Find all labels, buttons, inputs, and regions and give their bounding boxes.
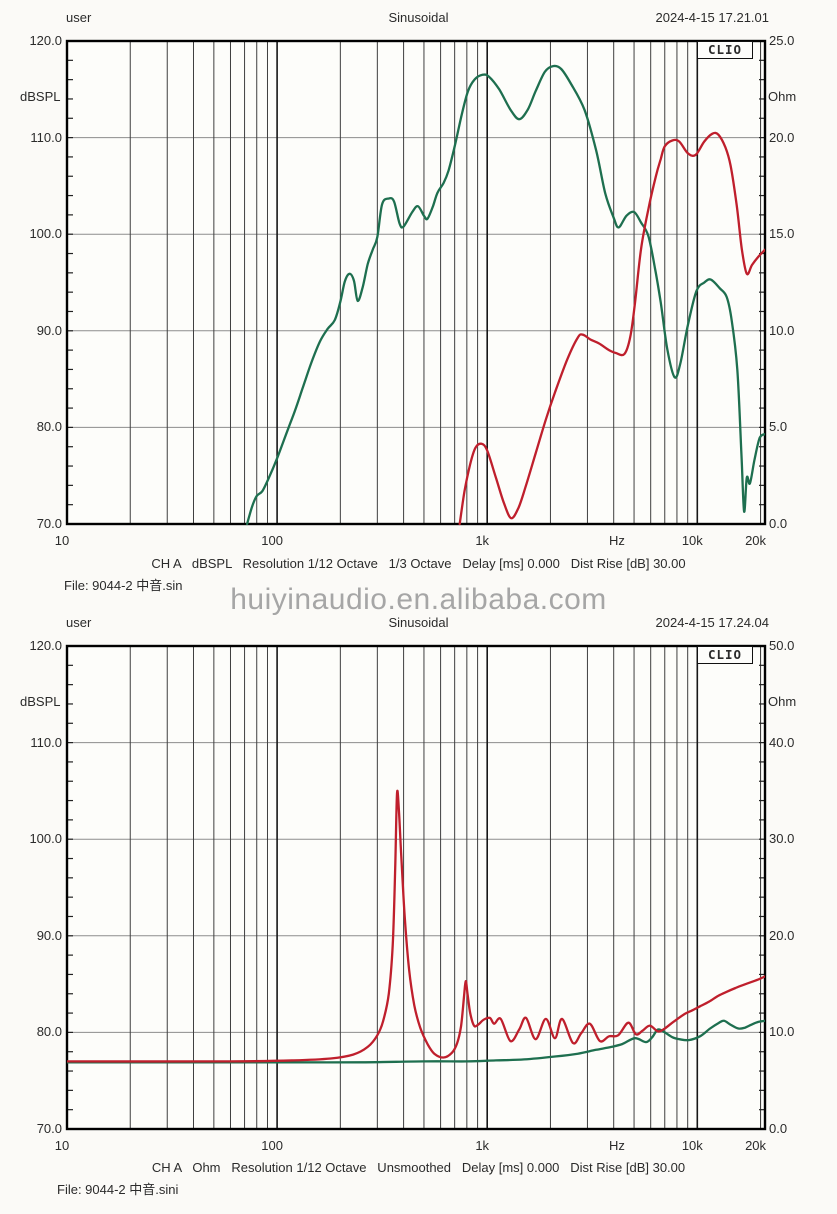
x-axis-tick-label: 20k — [745, 1138, 767, 1153]
right-axis-tick-label: 30.0 — [769, 831, 795, 847]
x-axis-tick-label: 10k — [681, 533, 703, 548]
x-axis-unit-label: Hz — [609, 1138, 625, 1153]
chart2-datetime: 2024-4-15 17.24.04 — [655, 615, 769, 630]
left-axis-tick-label: 70.0 — [36, 516, 62, 531]
left-axis-tick-label: 80.0 — [36, 419, 62, 435]
left-axis-tick-label: 100.0 — [29, 831, 62, 847]
right-axis-tick-label: 40.0 — [769, 734, 795, 750]
right-axis-tick-label: 15.0 — [769, 226, 795, 242]
x-axis-tick-label: 100 — [261, 1138, 283, 1153]
left-axis-tick-label: 100.0 — [29, 226, 62, 242]
x-axis-tick-label: 20k — [745, 533, 767, 548]
chart1-settings-line: CH A dBSPL Resolution 1/12 Octave 1/3 Oc… — [151, 556, 686, 571]
right-axis-tick-label: 0.0 — [769, 516, 788, 531]
chart1-clio-logo: CLIO — [697, 41, 753, 59]
plot-area — [67, 41, 765, 524]
chart2-signal-title: Sinusoidal — [388, 615, 449, 630]
x-axis-tick-label: 10k — [681, 1138, 703, 1153]
chart1-right-axis-unit: Ohm — [768, 89, 797, 104]
right-axis-tick-label: 20.0 — [769, 129, 795, 145]
alibaba-watermark: huiyinaudio.en.alibaba.com — [230, 583, 607, 616]
chart1-user-label: user — [66, 10, 92, 25]
chart2-settings-line: CH A Ohm Resolution 1/12 Octave Unsmooth… — [151, 1160, 686, 1175]
left-axis-tick-label: 110.0 — [30, 734, 62, 750]
chart2-right-axis-unit: Ohm — [768, 694, 797, 709]
plot-area — [67, 646, 765, 1129]
chart1-file-label: File: 9044-2 中音.sin — [64, 578, 183, 593]
chart1-left-axis-unit: dBSPL — [20, 89, 61, 104]
left-axis-tick-label: 80.0 — [36, 1024, 62, 1040]
series-curve-spl-flat — [67, 1019, 765, 1064]
left-axis-tick-label: 120.0 — [29, 33, 62, 48]
right-axis-tick-label: 5.0 — [769, 419, 788, 435]
right-axis-tick-label: 0.0 — [769, 1121, 788, 1136]
x-axis-tick-label: 10 — [54, 1138, 70, 1153]
chart2-clio-logo: CLIO — [697, 646, 753, 664]
x-axis-tick-label: 10 — [54, 533, 70, 548]
left-axis-tick-label: 110.0 — [30, 129, 62, 145]
right-axis-tick-label: 10.0 — [769, 1024, 795, 1040]
chart1-signal-title: Sinusoidal — [388, 10, 449, 25]
chart2-left-axis-unit: dBSPL — [20, 694, 61, 709]
x-axis-unit-label: Hz — [609, 533, 625, 548]
right-axis-tick-label: 25.0 — [769, 33, 795, 48]
x-axis-tick-label: 100 — [261, 533, 283, 548]
left-axis-tick-label: 120.0 — [29, 638, 62, 653]
x-axis-tick-label: 1k — [475, 1138, 490, 1153]
left-axis-tick-label: 90.0 — [36, 927, 62, 943]
left-axis-tick-label: 90.0 — [36, 322, 62, 338]
plot-border — [65, 644, 767, 1131]
chart1-datetime: 2024-4-15 17.21.01 — [655, 10, 769, 25]
series-curve-distortion-rise — [458, 131, 765, 526]
chart2-user-label: user — [66, 615, 92, 630]
plot-border — [65, 39, 767, 526]
right-axis-tick-label: 20.0 — [769, 927, 795, 943]
x-axis-tick-label: 1k — [475, 533, 490, 548]
right-axis-tick-label: 10.0 — [769, 322, 795, 338]
chart2-file-label: File: 9044-2 中音.sini — [57, 1182, 179, 1197]
right-axis-tick-label: 50.0 — [769, 638, 795, 653]
series-curve-spl-response — [245, 64, 765, 526]
left-axis-tick-label: 70.0 — [36, 1121, 62, 1136]
series-curve-impedance — [67, 789, 765, 1063]
